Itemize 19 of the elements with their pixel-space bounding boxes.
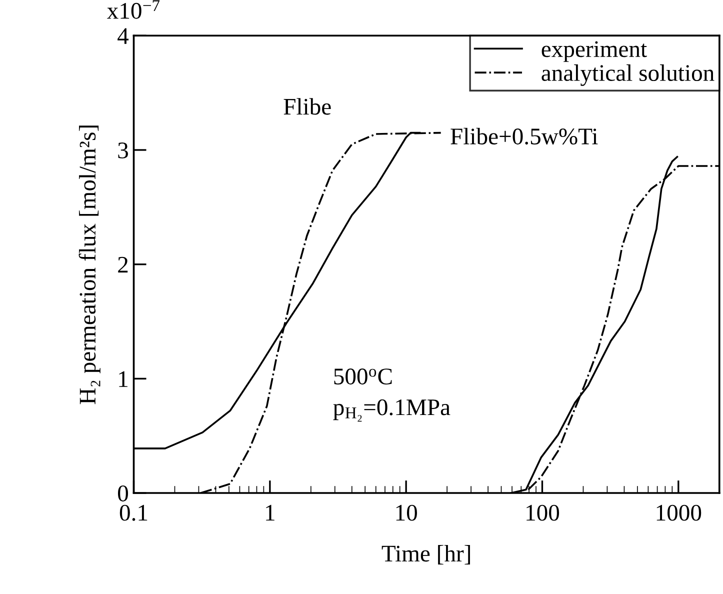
y-tick-label: 0 bbox=[118, 486, 128, 502]
annotation: 500$^{o}$C bbox=[334, 368, 392, 384]
x-tick-label: 100 bbox=[526, 504, 560, 521]
y-tick-label: 4 bbox=[118, 28, 129, 44]
x-tick-label: 1000 bbox=[656, 504, 702, 521]
y-axis-title: H₂ permeation flux [mol/m²s] bbox=[78, 126, 100, 404]
y-tick-label: 3 bbox=[118, 142, 128, 158]
y-tick-label: 2 bbox=[118, 256, 128, 273]
x-axis-title: Time [hr] bbox=[382, 544, 470, 565]
y-tick-label: 1 bbox=[119, 371, 128, 387]
annotation: p$_{H₂}$=0.1MPa bbox=[333, 399, 450, 422]
x-tick-label: 0.1 bbox=[120, 504, 148, 521]
annotation: Flibe+0.5w%Ti bbox=[450, 128, 598, 145]
text: x10$^{−7}$ bbox=[107, 0, 160, 19]
annotation: Flibe bbox=[284, 98, 331, 115]
legend-label: experiment bbox=[542, 41, 647, 62]
x-tick-label: 1 bbox=[266, 504, 274, 521]
legend-label: analytical solution bbox=[542, 64, 714, 86]
x-tick-label: 10 bbox=[396, 504, 417, 521]
